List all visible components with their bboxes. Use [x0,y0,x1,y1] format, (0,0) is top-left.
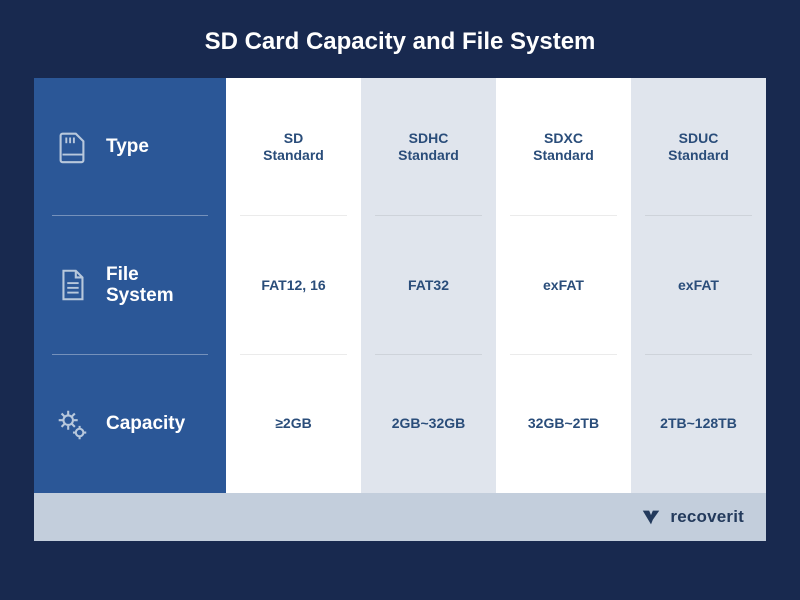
document-icon [52,265,92,305]
cell-filesystem: exFAT [496,216,631,354]
recoverit-logo-icon [640,506,662,528]
row-header-label: File System [106,264,174,308]
data-column: SD Standard FAT12, 16 ≥2GB [226,78,361,493]
row-header-type: Type [34,78,226,216]
labels-column: Type File System [34,78,226,493]
page-title: SD Card Capacity and File System [0,0,800,78]
cell-type: SDUC Standard [631,78,766,216]
data-column: SDUC Standard exFAT 2TB~128TB [631,78,766,493]
cell-type: SDHC Standard [361,78,496,216]
data-column: SDHC Standard FAT32 2GB~32GB [361,78,496,493]
cell-filesystem: exFAT [631,216,766,354]
cell-type: SD Standard [226,78,361,216]
cell-filesystem: FAT32 [361,216,496,354]
cell-capacity: 2TB~128TB [631,355,766,493]
gears-icon [52,404,92,444]
row-header-filesystem: File System [34,216,226,354]
row-header-label: Capacity [106,413,185,435]
cell-type: SDXC Standard [496,78,631,216]
cell-capacity: 32GB~2TB [496,355,631,493]
comparison-table: Type File System [34,78,766,600]
table-body: Type File System [34,78,766,493]
table-footer: recoverit [34,493,766,541]
sd-card-icon [52,127,92,167]
cell-filesystem: FAT12, 16 [226,216,361,354]
row-header-label: Type [106,136,149,158]
cell-capacity: 2GB~32GB [361,355,496,493]
brand-name: recoverit [670,507,744,527]
row-header-capacity: Capacity [34,355,226,493]
cell-capacity: ≥2GB [226,355,361,493]
data-column: SDXC Standard exFAT 32GB~2TB [496,78,631,493]
